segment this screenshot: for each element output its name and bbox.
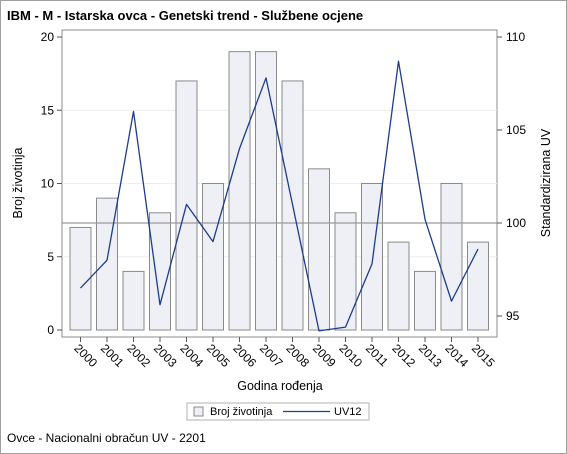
- y2-tick-label: 105: [506, 123, 526, 137]
- legend-bar-swatch: [193, 406, 204, 417]
- x-tick-label: 2012: [389, 341, 418, 370]
- x-tick-label: 2004: [177, 341, 206, 370]
- bar: [414, 270, 436, 331]
- y-axis-label: Broj životinja: [11, 148, 25, 219]
- bar: [334, 212, 357, 331]
- x-tick-label: 2010: [336, 341, 365, 370]
- x-tick-label: 2000: [71, 341, 100, 370]
- bar: [255, 51, 277, 331]
- uv-series-line: [80, 60, 479, 332]
- bar: [308, 168, 330, 331]
- x-tick-label: 2013: [416, 341, 445, 370]
- x-tick-label: 2008: [283, 341, 312, 370]
- y-tick-label: 0: [47, 323, 54, 337]
- y2-tick-label: 110: [506, 30, 525, 44]
- legend: Broj životinja UV12: [186, 402, 370, 421]
- x-tick-label: 2001: [98, 341, 127, 370]
- y2-tick-label: 95: [506, 309, 520, 323]
- y-tick-label: 20: [41, 30, 55, 44]
- grid-layer: [62, 109, 497, 258]
- bar: [122, 270, 145, 331]
- x-tick-label: 2007: [257, 341, 286, 370]
- bar: [440, 183, 463, 331]
- footnote: Ovce - Nacionalni obračun UV - 2201: [7, 431, 206, 445]
- bar: [228, 51, 251, 331]
- bar: [149, 212, 171, 331]
- bars-layer: [69, 51, 489, 331]
- x-tick-label: 2005: [204, 341, 233, 370]
- y-tick-label: 10: [41, 177, 55, 191]
- legend-line-label: UV12: [334, 406, 362, 418]
- x-tick-label: 2003: [151, 341, 180, 370]
- chart-title: IBM - M - Istarska ovca - Genetski trend…: [7, 8, 364, 23]
- x-tick-label: 2015: [469, 341, 498, 370]
- y-tick-label: 5: [47, 250, 54, 264]
- bar: [69, 226, 92, 331]
- bar: [202, 183, 224, 331]
- line-layer: [80, 60, 479, 332]
- bar: [387, 241, 410, 331]
- y2-tick-label: 100: [506, 216, 526, 230]
- legend-bar-label: Broj životinja: [210, 406, 273, 418]
- x-tick-label: 2011: [363, 341, 391, 369]
- x-tick-label: 2009: [310, 341, 339, 370]
- x-axis-label: Godina rođenja: [237, 379, 323, 393]
- bar: [467, 241, 489, 331]
- x-tick-label: 2002: [124, 341, 153, 370]
- y2-axis-label: Standardizirana UV: [539, 128, 553, 237]
- y-tick-label: 15: [41, 103, 55, 117]
- x-tick-label: 2014: [442, 341, 471, 370]
- x-tick-label: 2006: [230, 341, 259, 370]
- legend-box: [186, 402, 370, 421]
